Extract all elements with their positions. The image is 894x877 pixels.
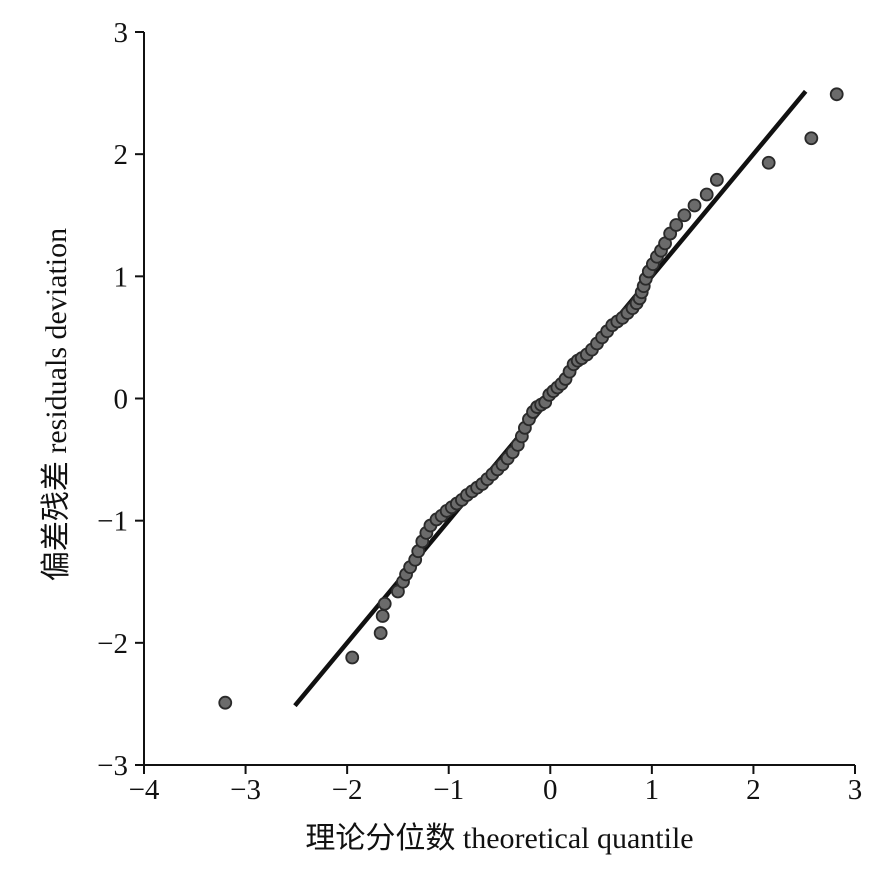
y-tick-label: −1 (97, 506, 128, 538)
y-tick-label: 0 (114, 384, 129, 416)
data-point (377, 596, 392, 611)
data-point (761, 155, 776, 170)
data-point (829, 87, 844, 102)
data-point (677, 208, 692, 223)
data-point (218, 695, 233, 710)
x-tick-label: 2 (746, 774, 761, 806)
y-tick-label: −2 (97, 628, 128, 660)
plot-area (218, 87, 844, 710)
data-point (699, 187, 714, 202)
x-tick-label: −3 (230, 774, 261, 806)
data-point (687, 198, 702, 213)
data-point (375, 609, 390, 623)
y-axis-title: 偏差残差 residuals deviation (40, 228, 73, 581)
y-tick-label: 2 (114, 139, 129, 171)
data-point (373, 626, 388, 640)
data-point (669, 218, 684, 232)
x-tick-label: 3 (848, 774, 863, 806)
y-tick-label: −3 (97, 750, 128, 782)
y-tick-label: 1 (114, 261, 129, 293)
x-tick-label: −2 (332, 774, 363, 806)
data-point (345, 650, 360, 665)
x-axis-title: 理论分位数 theoretical quantile (305, 822, 693, 855)
y-tick-label: 3 (114, 17, 129, 49)
x-tick-label: −4 (129, 774, 160, 806)
x-tick-label: 1 (645, 774, 660, 806)
x-tick-label: −1 (433, 774, 464, 806)
data-point (709, 172, 724, 187)
axes (135, 31, 856, 774)
data-point (804, 131, 819, 146)
x-tick-label: 0 (543, 774, 558, 806)
